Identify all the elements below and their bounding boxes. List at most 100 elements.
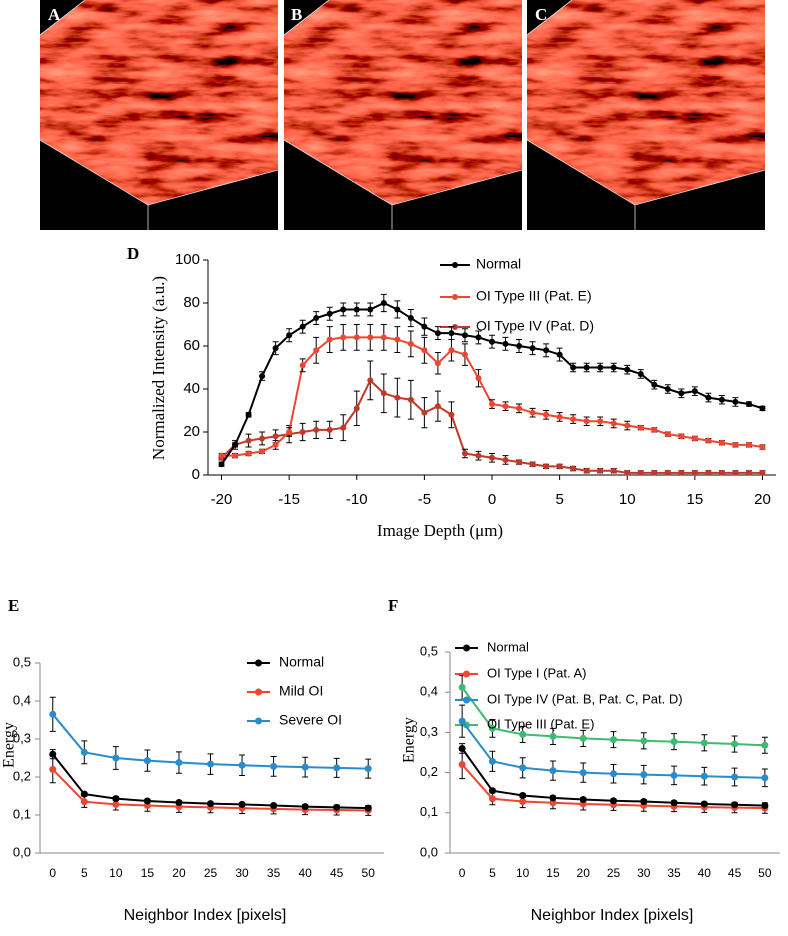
marker <box>705 469 712 476</box>
x-tick-label: 15 <box>141 866 155 880</box>
x-axis-label: Neighbor Index [pixels] <box>531 907 694 924</box>
marker <box>529 345 536 352</box>
marker <box>286 429 293 435</box>
marker <box>664 469 671 476</box>
marker <box>549 799 557 807</box>
marker <box>597 364 604 371</box>
marker <box>270 802 278 809</box>
x-tick-label: 10 <box>109 866 123 880</box>
legend-label: OI Type III (Pat. E) <box>476 288 592 304</box>
marker <box>326 310 333 317</box>
x-tick-label: 25 <box>204 866 218 880</box>
marker <box>640 798 648 806</box>
marker <box>434 403 441 410</box>
marker <box>461 450 468 457</box>
marker <box>670 799 678 807</box>
marker <box>367 377 374 384</box>
marker <box>218 452 225 459</box>
x-tick-label: -20 <box>211 491 233 508</box>
marker <box>299 429 306 435</box>
marker <box>583 364 590 371</box>
y-axis-label: Energy <box>1 722 18 768</box>
marker <box>651 426 658 433</box>
panel-label: F <box>388 596 398 615</box>
marker <box>394 394 401 401</box>
legend-marker <box>255 717 262 725</box>
marker <box>380 300 387 306</box>
marker <box>624 422 631 429</box>
marker <box>549 732 557 740</box>
marker <box>259 373 266 380</box>
marker <box>543 411 550 418</box>
marker <box>700 772 708 780</box>
x-tick-label: 5 <box>555 491 563 508</box>
marker <box>678 433 685 440</box>
marker <box>380 334 387 341</box>
marker <box>549 794 557 802</box>
marker <box>380 390 387 397</box>
legend-label: OI Type IV (Pat. B, Pat. C, Pat. D) <box>487 691 683 706</box>
marker <box>301 763 309 771</box>
marker <box>543 463 550 470</box>
marker <box>333 803 341 811</box>
marker <box>678 469 685 476</box>
y-tick-label: 20 <box>183 423 200 440</box>
x-tick-label: -10 <box>346 491 368 508</box>
chart: F 0,0 0,1 0,2 0,3 0,4 0,5 0 5 10 15 20 25 30 35 40 45 50 E… <box>388 596 780 924</box>
y-tick-label: 0,0 <box>420 844 438 859</box>
x-tick-label: 45 <box>728 866 742 880</box>
marker <box>238 761 246 769</box>
marker <box>394 336 401 343</box>
marker <box>313 426 320 433</box>
marker <box>637 469 644 476</box>
marker <box>80 748 88 756</box>
marker <box>651 469 658 476</box>
legend-marker <box>463 644 470 652</box>
marker <box>421 323 428 330</box>
panel-label: B <box>291 5 302 24</box>
x-tick-label: 5 <box>489 866 496 880</box>
marker <box>340 306 347 313</box>
marker <box>112 795 120 803</box>
marker <box>489 454 495 461</box>
x-tick-label: 50 <box>758 866 772 880</box>
marker <box>489 401 495 408</box>
marker <box>434 330 441 337</box>
marker <box>259 448 266 455</box>
marker <box>340 334 347 341</box>
x-tick-label: 5 <box>81 866 88 880</box>
marker <box>434 360 441 367</box>
marker <box>272 433 279 440</box>
image-b: B <box>284 0 522 230</box>
marker <box>670 771 678 779</box>
y-tick-label: 0 <box>192 466 200 483</box>
marker <box>448 347 455 354</box>
marker <box>579 769 587 777</box>
legend-label: Normal <box>476 256 521 272</box>
marker <box>49 750 57 758</box>
marker <box>670 738 678 746</box>
marker <box>448 411 455 418</box>
marker <box>245 450 252 457</box>
marker <box>731 773 739 781</box>
marker <box>705 394 712 401</box>
x-tick-label: -5 <box>418 491 431 508</box>
x-tick-label: 10 <box>619 491 636 508</box>
marker <box>718 469 725 476</box>
marker <box>301 803 309 811</box>
marker <box>579 796 587 804</box>
marker <box>759 444 766 451</box>
marker <box>640 771 648 779</box>
marker <box>610 770 617 778</box>
marker <box>516 343 523 349</box>
marker <box>245 411 252 418</box>
marker <box>691 435 698 442</box>
marker <box>394 306 401 313</box>
marker <box>270 762 278 770</box>
marker <box>637 424 644 431</box>
legend-label: Normal <box>279 654 324 670</box>
marker <box>731 801 739 809</box>
marker <box>502 456 509 463</box>
y-tick-label: 0,0 <box>13 844 31 859</box>
marker <box>112 754 120 762</box>
